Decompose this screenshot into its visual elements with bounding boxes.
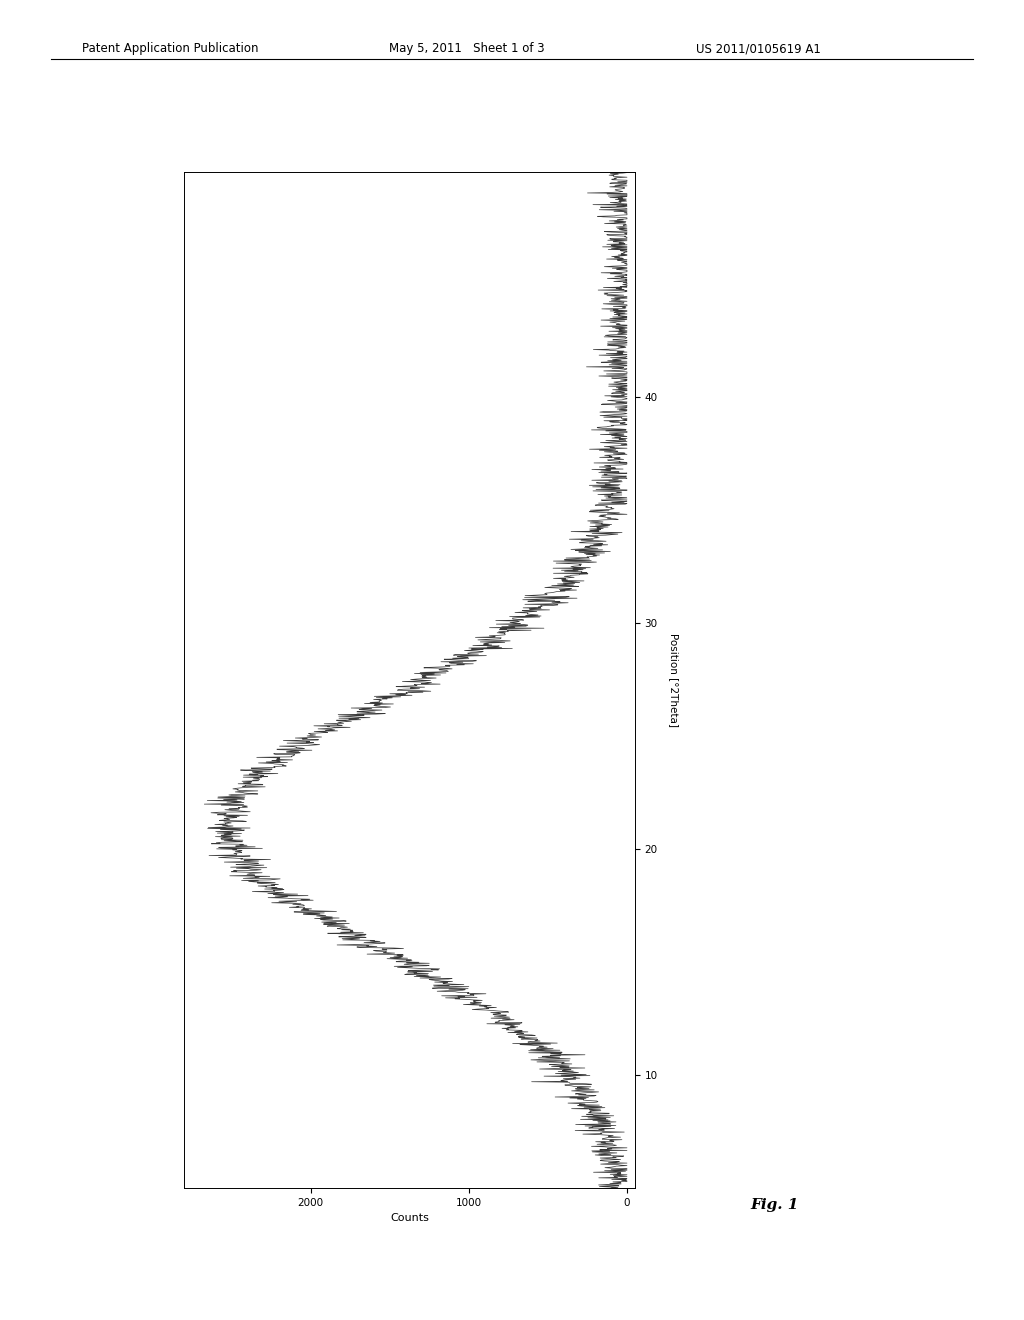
Text: Fig. 1: Fig. 1: [751, 1197, 799, 1212]
Text: Patent Application Publication: Patent Application Publication: [82, 42, 258, 55]
Text: May 5, 2011   Sheet 1 of 3: May 5, 2011 Sheet 1 of 3: [389, 42, 545, 55]
X-axis label: Counts: Counts: [390, 1213, 429, 1224]
Text: US 2011/0105619 A1: US 2011/0105619 A1: [696, 42, 821, 55]
Y-axis label: Position [°2Theta]: Position [°2Theta]: [669, 632, 679, 727]
